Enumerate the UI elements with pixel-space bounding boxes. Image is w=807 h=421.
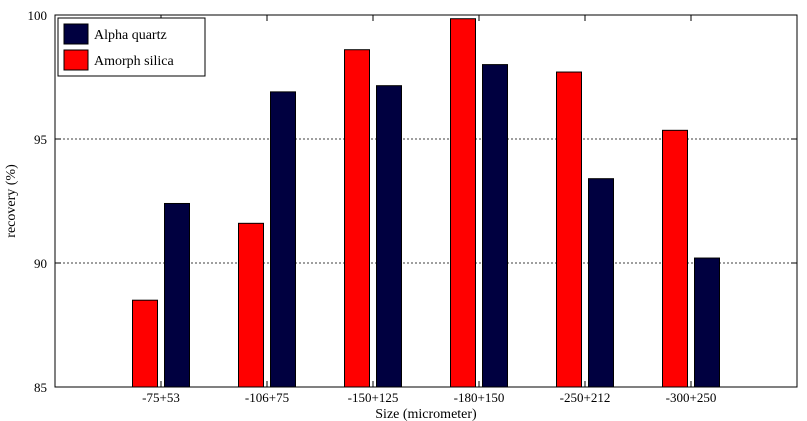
bar-alpha-quartz-3 bbox=[482, 64, 508, 388]
x-tick-label: -75+53 bbox=[142, 390, 180, 405]
legend-swatch-amorph-silica bbox=[63, 49, 89, 71]
bar-alpha-quartz-2 bbox=[376, 85, 402, 388]
bar-amorph-silica-0 bbox=[132, 299, 158, 388]
x-axis-label: Size (micrometer) bbox=[375, 407, 477, 421]
bar-alpha-quartz-5 bbox=[694, 257, 720, 388]
y-tick-label: 95 bbox=[34, 132, 47, 147]
bar-amorph-silica-1 bbox=[238, 222, 264, 388]
legend: Alpha quartz Amorph silica bbox=[57, 17, 206, 77]
ticks-layer: 85 90 95 100 -75+53 -106+75 -150+125 -180+150 -2… bbox=[28, 8, 797, 405]
y-tick-label: 90 bbox=[34, 256, 47, 271]
bar-alpha-quartz-1 bbox=[270, 91, 296, 388]
x-tick-label: -150+125 bbox=[348, 390, 399, 405]
x-tick-label: -300+250 bbox=[666, 390, 717, 405]
bar-amorph-silica-2 bbox=[344, 49, 370, 388]
legend-label-alpha-quartz: Alpha quartz bbox=[94, 28, 167, 43]
plot-frame bbox=[54, 14, 798, 388]
legend-swatch-alpha-quartz bbox=[63, 23, 89, 45]
bar-amorph-silica-5 bbox=[662, 129, 688, 388]
y-tick-label: 85 bbox=[34, 380, 47, 395]
x-tick-label: -106+75 bbox=[245, 390, 289, 405]
y-axis-label: recovery (%) bbox=[4, 164, 19, 238]
legend-label-amorph-silica: Amorph silica bbox=[94, 54, 174, 69]
y-tick-label: 100 bbox=[28, 8, 48, 23]
bars-layer bbox=[132, 18, 720, 388]
bar-amorph-silica-3 bbox=[450, 18, 476, 388]
bar-alpha-quartz-0 bbox=[164, 202, 190, 388]
bar-amorph-silica-4 bbox=[556, 71, 582, 388]
bar-alpha-quartz-4 bbox=[588, 178, 614, 388]
x-tick-label: -180+150 bbox=[454, 390, 505, 405]
x-tick-label: -250+212 bbox=[560, 390, 611, 405]
